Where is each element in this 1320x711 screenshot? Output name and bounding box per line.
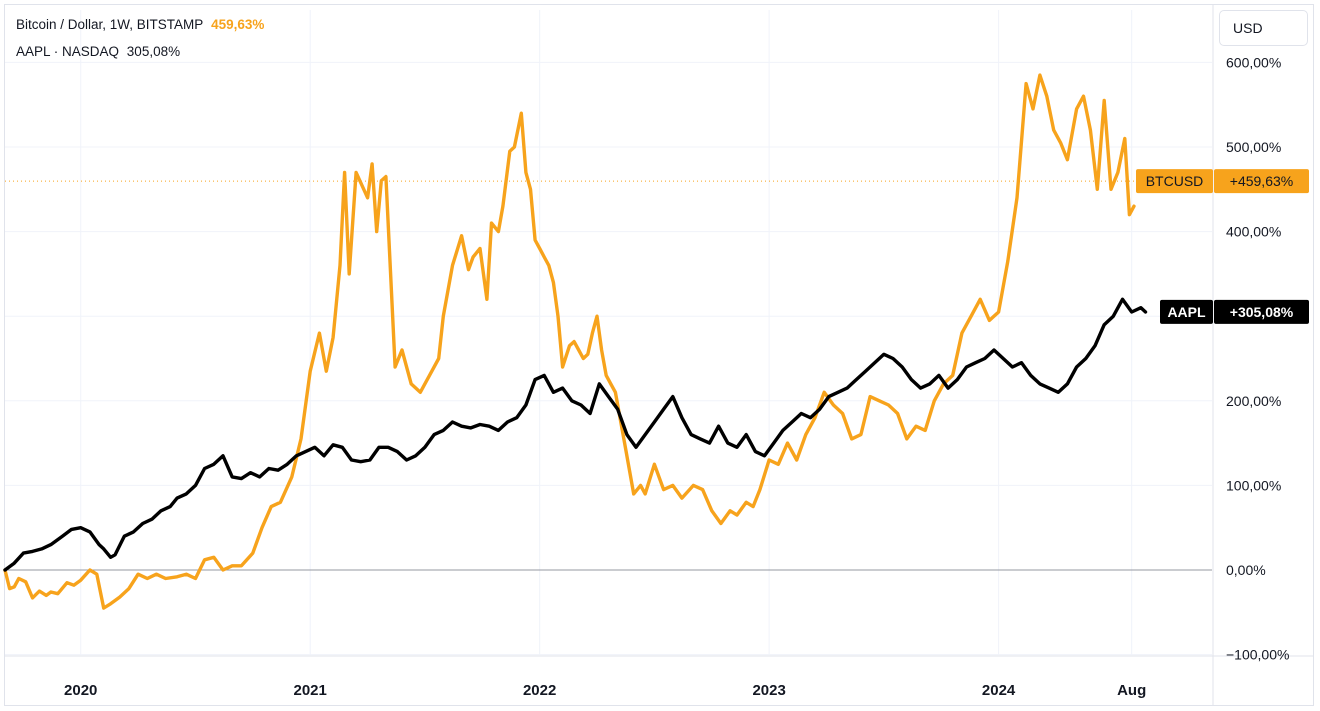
y-tick-label: 400,00% bbox=[1226, 224, 1281, 240]
y-tick-label: 200,00% bbox=[1226, 393, 1281, 409]
series-line-btcusd[interactable] bbox=[3, 73, 1136, 610]
x-tick-label: 2020 bbox=[64, 682, 97, 699]
legend-btc[interactable]: Bitcoin / Dollar, 1W, BITSTAMP 459,63% bbox=[16, 17, 268, 32]
legend-aapl-name: AAPL · NASDAQ bbox=[16, 44, 120, 59]
series-line-aapl[interactable] bbox=[3, 297, 1148, 572]
y-tick-label: 100,00% bbox=[1226, 477, 1281, 493]
series-name-badge bbox=[1160, 299, 1213, 324]
series-name-badge bbox=[1136, 169, 1213, 194]
y-tick-label: 500,00% bbox=[1226, 139, 1281, 155]
y-tick-label: 0,00% bbox=[1226, 562, 1266, 578]
legend-aapl[interactable]: AAPL · NASDAQ 305,08% bbox=[16, 44, 184, 59]
y-tick-label: 600,00% bbox=[1226, 54, 1281, 70]
series-value-badge-label: +305,08% bbox=[1230, 304, 1294, 320]
currency-button[interactable]: USD bbox=[1219, 10, 1308, 46]
x-tick-label: 2022 bbox=[523, 682, 556, 699]
series-value-badge bbox=[1214, 169, 1309, 194]
y-tick-label: −100,00% bbox=[1226, 647, 1289, 663]
legend-btc-name: Bitcoin / Dollar, 1W, BITSTAMP bbox=[16, 17, 204, 32]
x-tick-label: 2024 bbox=[982, 682, 1016, 699]
x-tick-label: 2023 bbox=[752, 682, 785, 699]
x-tick-label: 2021 bbox=[294, 682, 327, 699]
series-name-badge-label: AAPL bbox=[1167, 304, 1206, 320]
series-value-badge-label: +459,63% bbox=[1230, 173, 1293, 189]
legend-btc-value: 459,63% bbox=[211, 17, 265, 32]
series-name-badge-label: BTCUSD bbox=[1146, 173, 1204, 189]
x-tick-label: Aug bbox=[1117, 682, 1146, 699]
chart-frame bbox=[4, 4, 1314, 706]
legend-aapl-value: 305,08% bbox=[126, 44, 181, 59]
series-value-badge bbox=[1214, 299, 1309, 324]
